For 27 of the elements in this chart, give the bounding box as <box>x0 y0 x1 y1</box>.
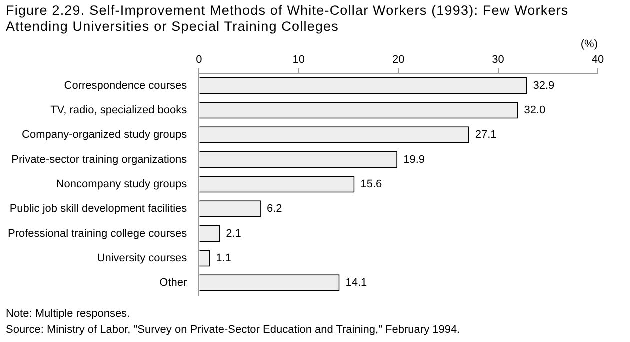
data-label: 19.9 <box>404 154 425 166</box>
x-axis-title: (%) <box>580 38 598 51</box>
source-note: Source: Ministry of Labor, "Survey on Private-Sector Education and Training," February 1994. <box>6 323 460 338</box>
x-tick-label: 20 <box>392 54 405 66</box>
x-tick-label: 10 <box>292 54 305 66</box>
y-tick-label: University courses <box>97 252 188 264</box>
y-tick-label: Public job skill development facilities <box>10 203 188 216</box>
y-tick-label: Correspondence courses <box>64 80 188 92</box>
data-label: 2.1 <box>226 228 242 240</box>
y-tick-label: Private-sector training organizations <box>12 154 188 166</box>
data-label: 27.1 <box>475 129 497 142</box>
chart-title: Figure 2.29. Self-Improvement Methods of White-Collar Workers (1993): Few Workers Attending Universities or Special Training Colleges <box>6 3 570 35</box>
data-label: 1.1 <box>216 252 232 264</box>
y-tick-label: Noncompany study groups <box>56 178 188 190</box>
data-label: 14.1 <box>346 277 368 290</box>
y-tick-label: Other <box>160 277 188 290</box>
x-tick-label: 30 <box>492 54 504 66</box>
x-tick-label: 0 <box>196 54 202 66</box>
data-label: 15.6 <box>360 178 382 190</box>
x-tick-label: 40 <box>592 54 604 66</box>
data-label: 6.2 <box>266 203 282 216</box>
data-label: 32.9 <box>533 80 555 92</box>
y-tick-label: TV, radio, specialized books <box>50 104 188 116</box>
text: Note: Multiple responses. <box>6 307 132 322</box>
data-label: 32.0 <box>524 104 546 116</box>
y-tick-label: Company-organized study groups <box>22 129 188 142</box>
y-tick-label: Professional training college courses <box>8 228 188 240</box>
